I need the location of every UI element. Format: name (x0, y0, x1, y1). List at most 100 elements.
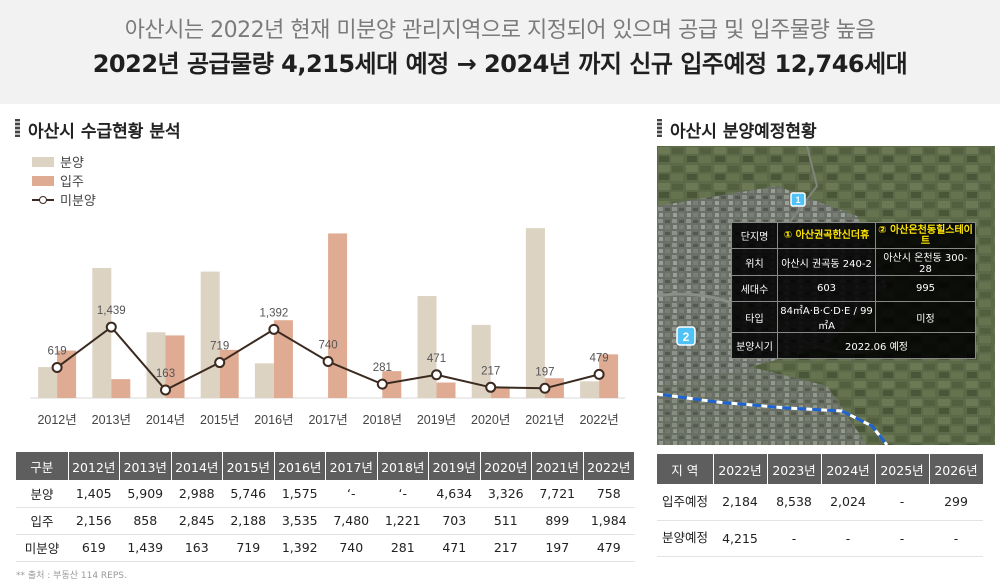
bar-ipju-0 (57, 350, 77, 398)
supply-cell: 281 (377, 534, 429, 562)
supply-header-year: 2017년 (325, 452, 378, 480)
point-mibunyang-6 (376, 378, 388, 390)
schedule-cell: 2,184 (713, 484, 767, 521)
supply-table: 구분 2012년 2013년 2014년 2015년 2016년 2017년 2018년 201… (16, 452, 635, 562)
bar-bunyang-9 (525, 228, 545, 398)
x-tick-label-9: 2021년 (525, 413, 564, 427)
supply-row-label: 미분양 (16, 534, 68, 562)
supply-header-year: 2014년 (171, 452, 223, 480)
legend-item-bunyang: 분양 (32, 152, 96, 171)
info-row-type: 타입 84㎡A·B·C·D·E / 99㎡A 미정 (731, 301, 976, 333)
x-tick-label-1: 2013년 (92, 413, 131, 427)
data-label-mibunyang-4: 1,392 (260, 307, 289, 319)
point-mibunyang-10 (593, 368, 605, 380)
info-type-1: 84㎡A·B·C·D·E / 99㎡A (777, 301, 876, 333)
supply-cell: 1,984 (583, 507, 635, 535)
bar-bunyang-7 (417, 296, 437, 398)
supply-cell: 740 (325, 534, 377, 562)
schedule-table-row: 입주예정 2,184 8,538 2,024-299 (657, 484, 983, 521)
supply-cell: 1,221 (377, 507, 429, 535)
bar-ipju-1 (111, 379, 131, 398)
supply-cell: ‘- (377, 480, 429, 508)
legend-item-ipju: 입주 (32, 171, 96, 190)
supply-header-year: 2015년 (222, 452, 275, 480)
data-label-mibunyang-6: 281 (373, 362, 392, 374)
marker-1-icon: 1 (790, 192, 806, 207)
supply-cell: 197 (531, 534, 583, 562)
point-mibunyang-0 (51, 361, 63, 373)
marker-2-icon: 2 (676, 326, 696, 346)
info-sale-value: 2022.06 예정 (777, 332, 976, 359)
schedule-row-label: 분양예정 (657, 520, 713, 557)
legend-swatch-mibunyang (32, 195, 54, 205)
info-row-name: 단지명 ① 아산권곡한신더휴 ② 아산온천동힐스테이트 (731, 222, 976, 249)
data-label-mibunyang-1: 1,439 (97, 305, 126, 317)
schedule-cell: 2,024 (821, 484, 875, 521)
x-tick-label-6: 2018년 (363, 413, 402, 427)
point-mibunyang-4 (268, 323, 280, 335)
bar-ipju-10 (599, 354, 619, 398)
bar-ipju-7 (436, 382, 456, 398)
supply-cell: 163 (171, 534, 223, 562)
data-label-mibunyang-5: 740 (319, 340, 338, 352)
supply-cell: 7,480 (325, 507, 377, 535)
schedule-header-year: 2024년 (821, 454, 876, 484)
legend-label-ipju: 입주 (60, 175, 84, 190)
x-tick-label-10: 2022년 (579, 413, 618, 427)
schedule-header-year: 2026년 (929, 454, 984, 484)
schedule-header-year: 2023년 (767, 454, 822, 484)
info-row-location: 위치 아산시 권곡동 240-2 아산시 온천동 300-28 (731, 248, 976, 276)
supply-header-year: 2019년 (428, 452, 481, 480)
supply-chart: 2012년 2013년 2014년 2015년 2016년 2017년 2018년 2019년… (30, 228, 625, 427)
bar-bunyang-2 (146, 332, 166, 398)
point-mibunyang-2 (160, 384, 171, 396)
supply-table-row: 분양 1,405 5,909 2,988 5,746 1,575 ‘- ‘- 4,634 3,32… (16, 480, 635, 508)
supply-table-header-row: 구분 2012년 2013년 2014년 2015년 2016년 2017년 2018년 201… (16, 452, 635, 480)
supply-table-row: 입주 2,156 858 2,845 2,188 3,535 7,480 1,221 703 51… (16, 507, 635, 535)
legend-swatch-bunyang (32, 156, 54, 167)
bar-bunyang-4 (254, 363, 274, 398)
x-tick-label-5: 2017년 (308, 413, 347, 427)
schedule-table-row: 분양예정 4,215- - - - (657, 520, 983, 557)
supply-header-year: 2022년 (583, 452, 635, 480)
x-tick-label-2: 2014년 (146, 413, 185, 427)
info-location-2: 아산시 온천동 300-28 (875, 248, 976, 276)
x-tick-label-8: 2020년 (471, 413, 510, 427)
data-label-mibunyang-10: 479 (590, 352, 609, 364)
legend-label-bunyang: 분양 (60, 156, 84, 171)
supply-cell: 2,188 (222, 507, 274, 535)
supply-cell: 7,721 (531, 480, 583, 508)
supply-cell: 1,405 (68, 480, 120, 508)
data-label-mibunyang-0: 619 (48, 345, 67, 357)
data-label-mibunyang-3: 719 (210, 341, 229, 353)
supply-header-year: 2012년 (68, 452, 120, 480)
legend-item-mibunyang: 미분양 (32, 190, 96, 209)
info-complex-1: ① 아산권곡한신더휴 (777, 222, 876, 249)
supply-cell: 858 (119, 507, 171, 535)
schedule-cell: - (767, 520, 821, 557)
x-tick-label-4: 2016년 (254, 413, 293, 427)
supply-header-year: 2020년 (480, 452, 532, 480)
schedule-header-year: 2022년 (713, 454, 768, 484)
info-col-header: 단지명 (731, 222, 778, 249)
bar-bunyang-10 (580, 381, 600, 398)
bar-ipju-6 (382, 371, 402, 398)
point-mibunyang-3 (214, 357, 226, 369)
info-units-1: 603 (777, 275, 876, 302)
supply-cell: ‘- (325, 480, 377, 508)
schedule-table-header-row: 지 역 2022년 2023년 2024년 2025년 2026년 (657, 454, 984, 484)
supply-cell: 5,909 (119, 480, 171, 508)
data-label-mibunyang-9: 197 (535, 366, 554, 378)
supply-cell: 479 (583, 534, 635, 562)
info-location-label: 위치 (731, 248, 778, 276)
supply-cell: 2,845 (171, 507, 223, 535)
supply-header-year: 2021년 (531, 452, 584, 480)
supply-header-year: 2016년 (274, 452, 326, 480)
supply-cell: 3,535 (274, 507, 326, 535)
schedule-cell: 8,538 (767, 484, 821, 521)
bar-ipju-8 (490, 386, 510, 398)
title-marker-icon (15, 119, 20, 137)
chart-legend: 분양 입주 미분양 (32, 152, 96, 209)
marker-2-label: 2 (683, 330, 690, 344)
right-section-title: 아산시 분양예정현황 (657, 117, 817, 142)
